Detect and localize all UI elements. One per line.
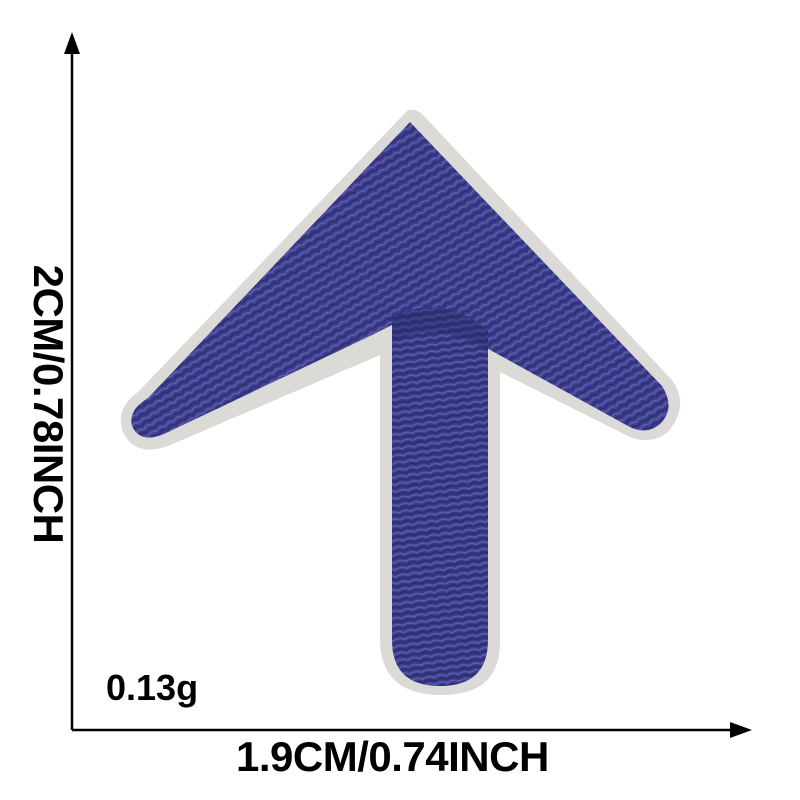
right-arrow-icon — [730, 722, 752, 738]
arrow-head — [131, 122, 669, 438]
dimension-axes — [64, 32, 752, 738]
width-dimension-label: 1.9CM/0.74INCH — [236, 733, 549, 780]
arrow-shaft — [392, 307, 488, 686]
arrow-patch-image — [120, 109, 681, 696]
up-arrow-icon — [64, 32, 80, 54]
arrow-shaft-shadow — [392, 307, 488, 352]
height-dimension-label: 2CM/0.78INCH — [25, 264, 72, 544]
weight-label: 0.13g — [106, 667, 199, 708]
